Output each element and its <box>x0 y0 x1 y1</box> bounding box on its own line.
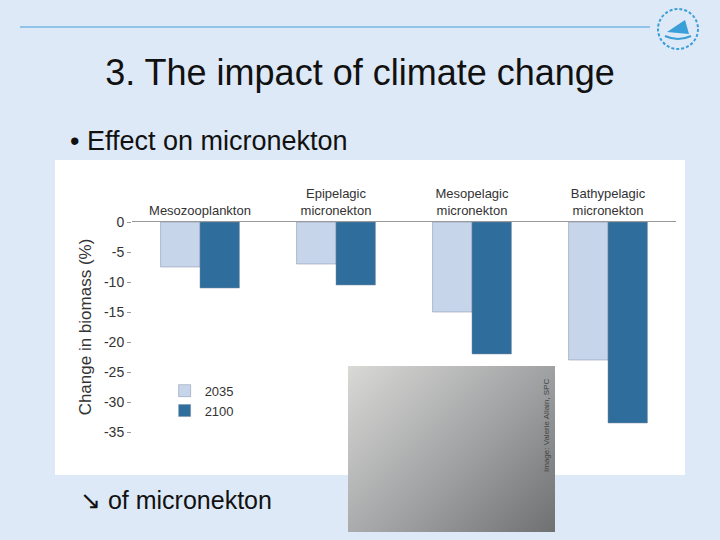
svg-text:-20: -20 <box>104 334 124 350</box>
svg-text:-25: -25 <box>104 364 124 380</box>
html-text:3. The impact of climate chang: 3. The impact of climate change <box>105 52 615 93</box>
svg-text:Change in biomass (%): Change in biomass (%) <box>76 239 95 416</box>
svg-text:-30: -30 <box>104 394 124 410</box>
svg-text:Mesozooplankton: Mesozooplankton <box>149 203 251 218</box>
svg-text:-15: -15 <box>104 304 124 320</box>
html-text:Image: Valerie Allain, SPC: Image: Valerie Allain, SPC <box>542 378 551 472</box>
svg-text:Bathypelagicmicronekton: Bathypelagicmicronekton <box>571 186 646 218</box>
html-text:• Effect on micronekton: • Effect on micronekton <box>70 126 348 156</box>
svg-text:-5: -5 <box>112 244 125 260</box>
svg-text:-10: -10 <box>104 274 124 290</box>
svg-text:Epipelagicmicronekton: Epipelagicmicronekton <box>301 186 372 218</box>
svg-text:2035: 2035 <box>205 384 234 399</box>
svg-text:-35: -35 <box>104 424 124 440</box>
svg-text:Mesopelagicmicronekton: Mesopelagicmicronekton <box>436 186 509 218</box>
html-text:↘ of micronekton: ↘ of micronekton <box>80 486 272 514</box>
svg-text:2100: 2100 <box>205 404 234 419</box>
svg-text:0: 0 <box>116 214 124 230</box>
